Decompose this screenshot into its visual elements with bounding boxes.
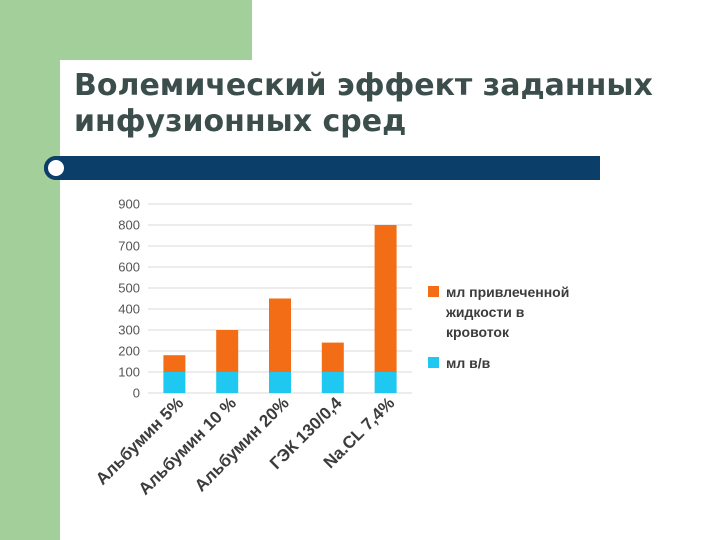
chart-legend: мл привлеченной жидкости в кровоток мл в/в [428,284,569,371]
bar-segment [216,330,239,372]
decorative-green-strip [0,0,60,540]
bar-segment [321,342,344,372]
legend-swatch [428,357,439,368]
legend-label: кровоток [446,324,510,340]
x-axis: Альбумин 5%Альбумин 10 %Альбумин 20%ГЭК … [92,393,398,499]
y-tick-label: 400 [118,302,140,317]
y-tick-label: 600 [118,260,140,275]
x-tick-label: Альбумин 5% [92,393,187,488]
y-tick-label: 100 [118,365,140,380]
y-tick-label: 800 [118,218,140,233]
y-tick-label: 300 [118,323,140,338]
legend-label: жидкости в [445,304,525,320]
legend-label: мл в/в [446,355,491,371]
title-underline-bar [44,156,600,180]
slide-title: Волемический эффект заданных инфузионных… [74,68,653,139]
decorative-green-panel [0,0,252,60]
bar-segment [269,372,291,393]
y-tick-label: 200 [118,344,140,359]
bar-segment [163,355,186,372]
y-tick-label: 0 [133,386,140,401]
y-tick-label: 900 [118,197,140,212]
x-tick-label: Альбумин 10 % [135,393,240,498]
y-tick-label: 500 [118,281,140,296]
bar-segment [321,372,344,393]
title-underline-bar-cap [44,156,68,180]
bar-segment [216,372,239,393]
bar-segment [374,225,397,372]
y-tick-label: 700 [118,239,140,254]
legend-swatch [428,286,439,297]
bar-segment [163,372,186,393]
bar-segment [269,298,291,372]
legend-label: мл привлеченной [446,284,569,300]
chart-bars [163,225,397,393]
bar-segment [374,372,397,393]
y-axis: 900 800 700 600 500 400 300 200 100 0 [118,197,140,401]
x-tick-label: Альбумин 20% [191,393,293,495]
